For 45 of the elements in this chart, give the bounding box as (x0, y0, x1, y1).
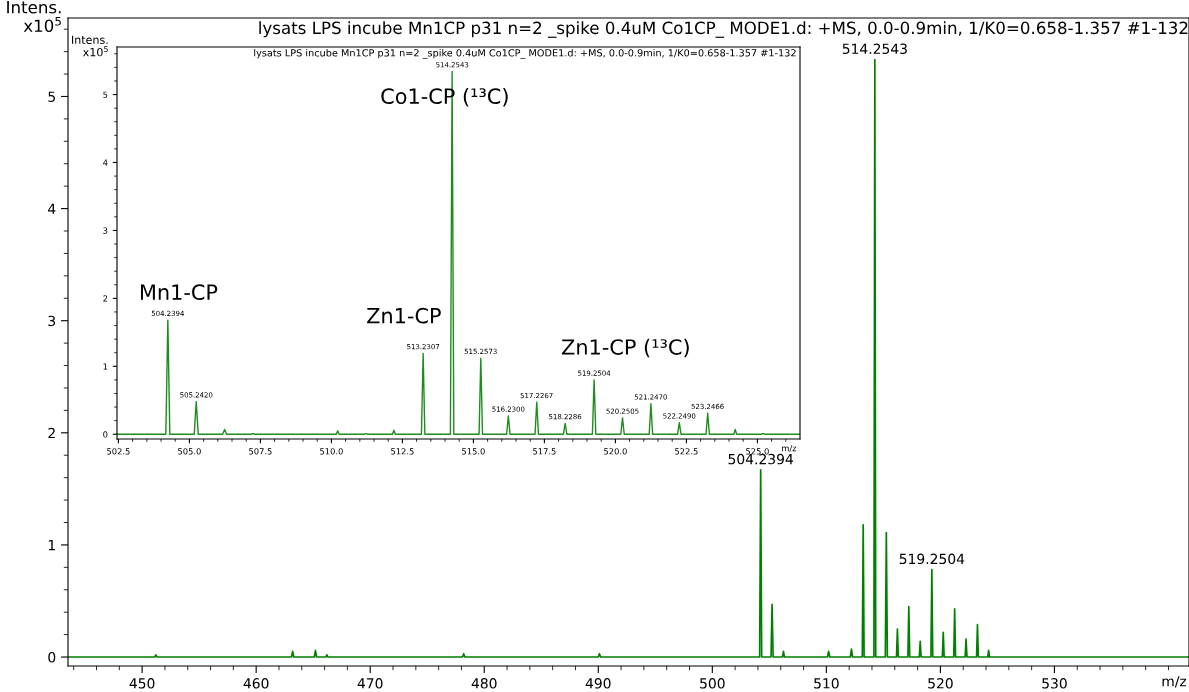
y-tick-label: 4 (48, 203, 56, 214)
x-tick-label: 450 (129, 678, 155, 689)
y-tick-label: 3 (48, 315, 56, 327)
x-tick-label: 460 (243, 678, 269, 689)
annotation: Zn1-CP (¹³C) (562, 338, 689, 358)
x-tick-label: 512.5 (391, 448, 414, 455)
y-tick-label: 1 (48, 540, 55, 551)
annotation: Zn1-CP (367, 307, 441, 324)
y-tick-label: 5 (103, 91, 108, 98)
x-tick-label: 520.0 (604, 448, 627, 455)
x-tick-label: 507.5 (249, 448, 272, 455)
annotation: 514.2543 (842, 43, 907, 55)
x-tick-label: 470 (357, 678, 383, 689)
x-axis-title: m/z (782, 445, 797, 452)
x-tick-label: 517.5 (533, 448, 556, 455)
x-axis-title: m/z (1162, 676, 1187, 688)
x-tick-label: 522.5 (675, 448, 698, 455)
x-tick-label: 500 (700, 678, 725, 689)
line-series (117, 70, 800, 435)
y-tick-label: 2 (103, 295, 108, 302)
x-tick-label: 490 (585, 678, 611, 689)
x-tick-label: 480 (471, 678, 497, 689)
x-tick-label: 515.0 (462, 448, 485, 455)
y-tick-label: 3 (103, 227, 108, 234)
y-tick-label: 5 (48, 91, 55, 102)
annotation: Mn1-CP (140, 284, 218, 300)
x-tick-label: 502.5 (107, 448, 130, 455)
y-tick-label: 2 (48, 427, 55, 439)
annotation: 504.2394 (728, 453, 794, 465)
chart-title: lysats LPS incube Mn1CP p31 n=2 _spike 0.4uM Co1CP_ MODE1.d: +MS, 0.0-0.9min, 1/K0=0.658-1.357 #1-132 (254, 48, 796, 59)
y-axis-title: Intens. x10$^{5}$ (7, 1, 61, 33)
x-tick-label: 525.0 (746, 448, 769, 455)
y-tick-label: 1 (103, 363, 108, 370)
y-tick-label: 4 (103, 159, 108, 166)
x-tick-label: 520 (928, 678, 953, 689)
y-tick-label: 0 (48, 652, 56, 663)
x-tick-label: 510.0 (320, 448, 343, 455)
y-tick-label: 0 (103, 431, 108, 438)
x-tick-label: 530 (1042, 678, 1067, 689)
y-axis-title: Intens. x10$^{5}$ (72, 35, 108, 57)
chart-title: lysats LPS incube Mn1CP p31 n=2 _spike 0.4uM Co1CP_ MODE1.d: +MS, 0.0-0.9min, 1/K0=0.658-1.357 #1-132 (259, 21, 1188, 38)
line-series (68, 58, 1189, 658)
annotation: 519.2504 (899, 553, 965, 565)
x-tick-label: 505.0 (178, 448, 201, 455)
x-tick-label: 510 (814, 678, 839, 689)
